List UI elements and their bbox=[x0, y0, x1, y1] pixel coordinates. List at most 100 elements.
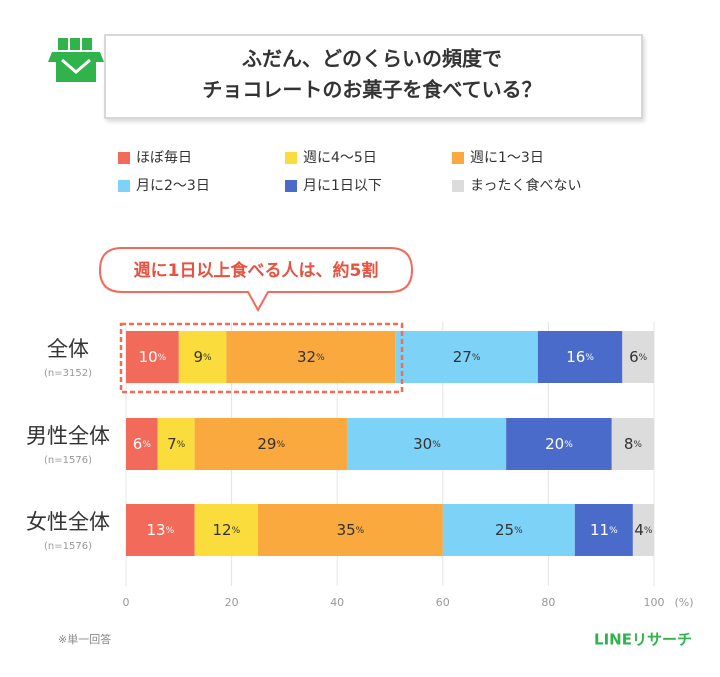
value-label: 27% bbox=[453, 348, 481, 366]
x-axis-label: (%) bbox=[674, 596, 693, 609]
value-number: 12 bbox=[212, 521, 231, 539]
footnote: ※単一回答 bbox=[58, 632, 111, 646]
legend-swatch bbox=[118, 180, 130, 192]
value-unit: % bbox=[158, 353, 167, 363]
legend-label: 週に1～3日 bbox=[470, 150, 544, 166]
value-number: 25 bbox=[495, 521, 514, 539]
value-number: 9 bbox=[194, 348, 204, 366]
value-number: 6 bbox=[629, 348, 639, 366]
value-label: 20% bbox=[545, 435, 573, 453]
value-unit: % bbox=[585, 353, 594, 363]
legend-label: 月に2～3日 bbox=[136, 178, 210, 194]
value-unit: % bbox=[432, 440, 441, 450]
value-label: 6% bbox=[133, 435, 152, 453]
value-number: 35 bbox=[337, 521, 356, 539]
value-label: 10% bbox=[139, 348, 167, 366]
value-label: 35% bbox=[337, 521, 365, 539]
value-unit: % bbox=[142, 440, 151, 450]
bar-segment bbox=[157, 418, 195, 470]
bar-segment bbox=[194, 418, 348, 470]
bar-segment bbox=[194, 504, 258, 556]
bar-segment bbox=[537, 331, 623, 383]
icon bbox=[48, 38, 104, 82]
brand: LINEリサーチ bbox=[594, 631, 692, 649]
value-number: 4 bbox=[634, 521, 644, 539]
legend-swatch bbox=[285, 152, 297, 164]
value-unit: % bbox=[166, 526, 175, 536]
value-unit: % bbox=[472, 353, 481, 363]
title-box bbox=[104, 34, 643, 119]
category-label: 女性全体 bbox=[26, 510, 110, 534]
bar-segment bbox=[347, 418, 507, 470]
value-number: 7 bbox=[167, 435, 177, 453]
bar-segment bbox=[126, 331, 179, 383]
value-unit: % bbox=[564, 440, 573, 450]
category-note: (n=3152) bbox=[44, 368, 92, 379]
value-number: 30 bbox=[413, 435, 432, 453]
value-label: 9% bbox=[194, 348, 213, 366]
legend-label: 週に4～5日 bbox=[303, 150, 377, 166]
value-number: 32 bbox=[297, 348, 316, 366]
legend-label: ほぼ毎日 bbox=[136, 150, 192, 166]
value-label: 12% bbox=[212, 521, 240, 539]
value-label: 13% bbox=[146, 521, 174, 539]
x-tick-label: 0 bbox=[123, 596, 130, 609]
bar-segment bbox=[632, 504, 654, 556]
value-unit: % bbox=[514, 526, 523, 536]
value-unit: % bbox=[356, 526, 365, 536]
category-note: (n=1576) bbox=[44, 541, 92, 552]
bar-segment bbox=[126, 418, 158, 470]
x-tick-label: 40 bbox=[330, 596, 344, 609]
value-unit: % bbox=[609, 526, 618, 536]
chart-title: チョコレートのお菓子を食べている？ bbox=[202, 78, 541, 102]
value-unit: % bbox=[203, 353, 212, 363]
value-label: 4% bbox=[634, 521, 653, 539]
chart-title: ふだん、どのくらいの頻度で bbox=[242, 47, 502, 71]
value-label: 7% bbox=[167, 435, 186, 453]
annotation-text: 週に1日以上食べる人は、約5割 bbox=[134, 260, 379, 281]
value-label: 11% bbox=[590, 521, 618, 539]
bar-segment bbox=[622, 331, 654, 383]
value-unit: % bbox=[644, 526, 653, 536]
value-label: 8% bbox=[624, 435, 643, 453]
value-unit: % bbox=[276, 440, 285, 450]
x-tick-label: 60 bbox=[436, 596, 450, 609]
bar-segment bbox=[126, 504, 195, 556]
value-label: 16% bbox=[566, 348, 594, 366]
value-unit: % bbox=[316, 353, 325, 363]
value-number: 20 bbox=[545, 435, 564, 453]
bar-segment bbox=[506, 418, 612, 470]
value-number: 10 bbox=[139, 348, 158, 366]
value-label: 29% bbox=[257, 435, 285, 453]
category-label: 男性全体 bbox=[26, 424, 110, 448]
value-label: 32% bbox=[297, 348, 325, 366]
value-number: 11 bbox=[590, 521, 609, 539]
bar-segment bbox=[574, 504, 633, 556]
bar-segment bbox=[226, 331, 396, 383]
legend-swatch bbox=[118, 152, 130, 164]
legend-swatch bbox=[285, 180, 297, 192]
highlight-box bbox=[119, 322, 404, 394]
value-label: 30% bbox=[413, 435, 441, 453]
value-unit: % bbox=[639, 353, 648, 363]
value-number: 16 bbox=[566, 348, 585, 366]
x-tick-label: 20 bbox=[225, 596, 239, 609]
category-note: (n=1576) bbox=[44, 455, 92, 466]
value-number: 6 bbox=[133, 435, 143, 453]
value-unit: % bbox=[177, 440, 186, 450]
value-number: 27 bbox=[453, 348, 472, 366]
legend-swatch bbox=[452, 180, 464, 192]
annotation: 週に1日以上食べる人は、約5割 bbox=[98, 247, 414, 313]
value-number: 8 bbox=[624, 435, 634, 453]
x-tick-label: 100 bbox=[644, 596, 665, 609]
value-number: 29 bbox=[257, 435, 276, 453]
value-label: 6% bbox=[629, 348, 648, 366]
value-label: 25% bbox=[495, 521, 523, 539]
value-number: 13 bbox=[146, 521, 165, 539]
value-unit: % bbox=[232, 526, 241, 536]
legend-swatch bbox=[452, 152, 464, 164]
category-label: 全体 bbox=[47, 337, 89, 361]
bar-segment bbox=[395, 331, 538, 383]
bar-segment bbox=[442, 504, 575, 556]
